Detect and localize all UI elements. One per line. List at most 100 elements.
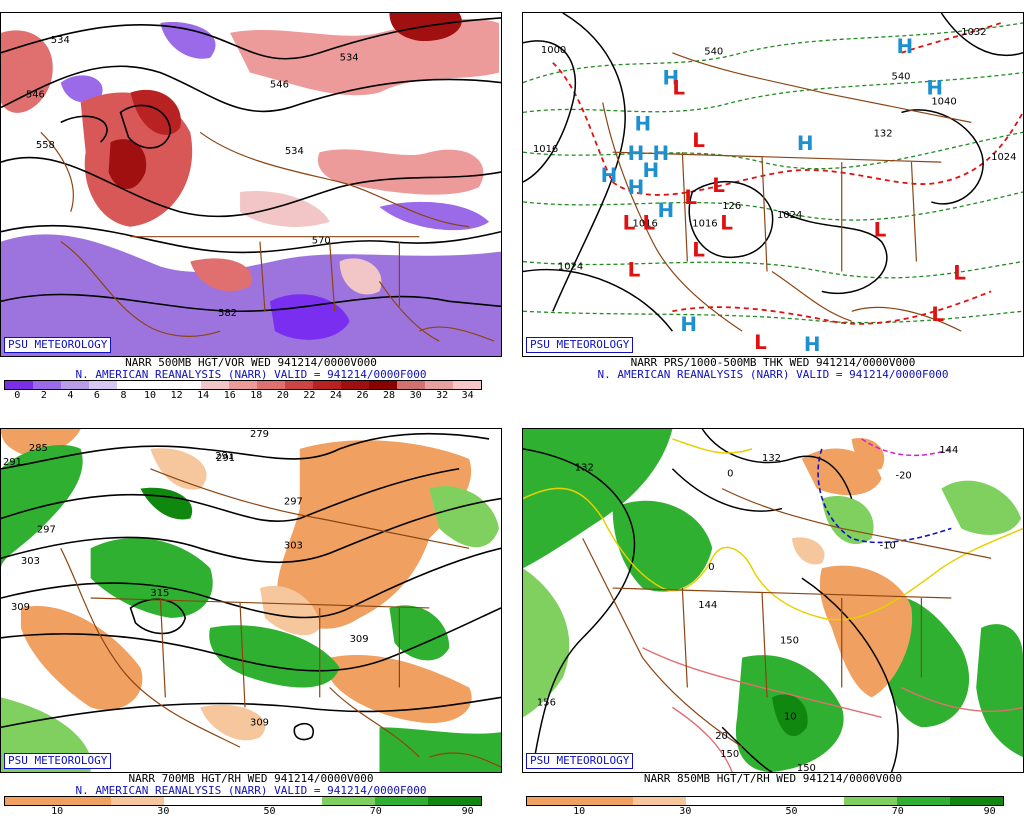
low-pressure-marker: L <box>672 77 685 100</box>
color-scale-swatch <box>844 797 898 805</box>
contour-label: 156 <box>537 697 556 708</box>
isotherm-label: 144 <box>939 445 958 456</box>
isobar-label: 1016 <box>633 219 658 230</box>
color-scale-swatch <box>950 797 1004 805</box>
low-pressure-marker: L <box>692 129 705 152</box>
color-scale-swatch <box>453 381 481 389</box>
color-scale-swatch <box>897 797 951 805</box>
contour-label: 150 <box>720 749 739 760</box>
color-scale-tick: 24 <box>329 390 342 401</box>
thickness-label: 132 <box>874 128 893 139</box>
panel-700mb-rh: 291 285 279 291 297 303 309 297 303 309 … <box>0 416 502 820</box>
color-scale-ticks: 10 30 50 70 90 <box>4 806 482 818</box>
color-scale-swatch <box>685 797 739 805</box>
contour-label: 297 <box>284 497 303 508</box>
color-scale-tick: 50 <box>263 806 276 817</box>
color-scale-swatch <box>397 381 425 389</box>
color-scale-ticks: 10 30 50 70 90 <box>526 806 1004 818</box>
contour-label: 309 <box>11 602 30 613</box>
isobar-label: 1016 <box>533 144 558 155</box>
low-pressure-marker: L <box>684 186 697 209</box>
isotherm-label: 20 <box>715 731 728 742</box>
color-scale-swatch <box>632 797 686 805</box>
high-pressure-marker: H <box>897 35 914 58</box>
color-scale-swatch <box>313 381 341 389</box>
high-pressure-marker: H <box>797 132 814 155</box>
contour-label: 546 <box>270 80 289 91</box>
color-scale-tick: 4 <box>67 390 74 401</box>
color-scale-tick: 70 <box>369 806 382 817</box>
contour-label: 132 <box>762 453 781 464</box>
low-pressure-marker: L <box>953 261 966 284</box>
color-scale-tick: 2 <box>40 390 47 401</box>
color-scale-swatch <box>738 797 792 805</box>
contour-label: 570 <box>312 236 331 247</box>
panel-850mb-temp-rh: 132 132 144 -20 -10 0 0 150 156 150 150 … <box>522 416 1024 820</box>
isobar-label: 1016 <box>692 219 717 230</box>
color-scale-swatch <box>33 381 61 389</box>
thickness-label: 540 <box>892 72 911 83</box>
map-500mb-vorticity: 534 546 558 570 582 534 546 534 <box>0 12 502 357</box>
isobar-label: 1024 <box>558 262 583 273</box>
color-scale-swatch <box>61 381 89 389</box>
contour-label: 534 <box>51 35 70 46</box>
contour-label: 303 <box>284 540 303 551</box>
color-scale-swatch <box>163 797 217 805</box>
color-scale-tick: 50 <box>785 806 798 817</box>
color-scale-swatch <box>117 381 145 389</box>
low-pressure-marker: L <box>643 212 656 235</box>
color-scale-swatch <box>216 797 270 805</box>
low-pressure-marker: L <box>692 239 705 262</box>
map-labels-tl: 534 546 558 570 582 534 546 534 <box>26 35 359 319</box>
psu-badge: PSU METEOROLOGY <box>526 337 634 353</box>
color-scale-swatch <box>375 797 429 805</box>
high-pressure-marker: H <box>635 112 652 135</box>
contour-label: 534 <box>285 146 304 157</box>
color-scale-swatch <box>579 797 633 805</box>
contour-label: 303 <box>21 556 40 567</box>
panel-500mb-vorticity: 534 546 558 570 582 534 546 534 PSU METE… <box>0 0 502 404</box>
low-pressure-marker: L <box>628 258 641 281</box>
high-pressure-marker: H <box>628 176 645 199</box>
contour-label: 534 <box>340 53 359 64</box>
map-title: NARR PRS/1000-500MB THK WED 941214/0000V… <box>630 356 916 369</box>
map-subtitle: N. AMERICAN REANALYSIS (NARR) VALID = 94… <box>75 368 427 381</box>
isotherm-label: -10 <box>880 540 896 551</box>
high-pressure-marker: H <box>662 67 679 90</box>
map-subtitle: N. AMERICAN REANALYSIS (NARR) VALID = 94… <box>75 784 427 797</box>
color-scale-tick: 10 <box>573 806 586 817</box>
low-pressure-marker: L <box>931 303 944 326</box>
color-scale-tick: 16 <box>223 390 236 401</box>
color-scale-swatch <box>5 381 33 389</box>
psu-badge: PSU METEOROLOGY <box>4 337 112 353</box>
map-700mb-rh: 291 285 279 291 297 303 309 297 303 309 … <box>0 428 502 773</box>
low-pressure-marker: L <box>720 212 733 235</box>
low-pressure-marker: L <box>623 212 636 235</box>
color-scale-tick: 20 <box>276 390 289 401</box>
high-pressure-marker: H <box>628 142 645 165</box>
low-pressure-marker: L <box>874 219 887 242</box>
thickness-label: 540 <box>704 47 723 58</box>
contour-label: 546 <box>26 90 45 101</box>
contour-label: 558 <box>36 140 55 151</box>
isotherm-label: 0 <box>727 469 733 480</box>
color-scale-swatch <box>89 381 117 389</box>
color-scale-tick: 26 <box>356 390 369 401</box>
color-scale-tick: 30 <box>409 390 422 401</box>
color-scale-tick: 34 <box>461 390 474 401</box>
isobar-label: 1016 <box>966 355 991 356</box>
low-pressure-marker: L <box>712 174 725 197</box>
isobar-label: 1024 <box>991 152 1016 163</box>
map-850mb-temp-rh: 132 132 144 -20 -10 0 0 150 156 150 150 … <box>522 428 1024 773</box>
contour-label: 297 <box>37 524 56 535</box>
contour-label: 150 <box>797 763 816 772</box>
color-scale-tick: 30 <box>157 806 170 817</box>
color-scale-swatch <box>791 797 845 805</box>
isobar-label: 1000 <box>541 45 566 56</box>
color-scale-tick: 30 <box>679 806 692 817</box>
color-scale <box>526 796 1004 806</box>
color-scale-swatch <box>173 381 201 389</box>
map-title: NARR 700MB HGT/RH WED 941214/0000V000 <box>128 772 374 785</box>
isotherm-label: -20 <box>896 471 912 482</box>
isobar-label: 1032 <box>961 27 986 38</box>
